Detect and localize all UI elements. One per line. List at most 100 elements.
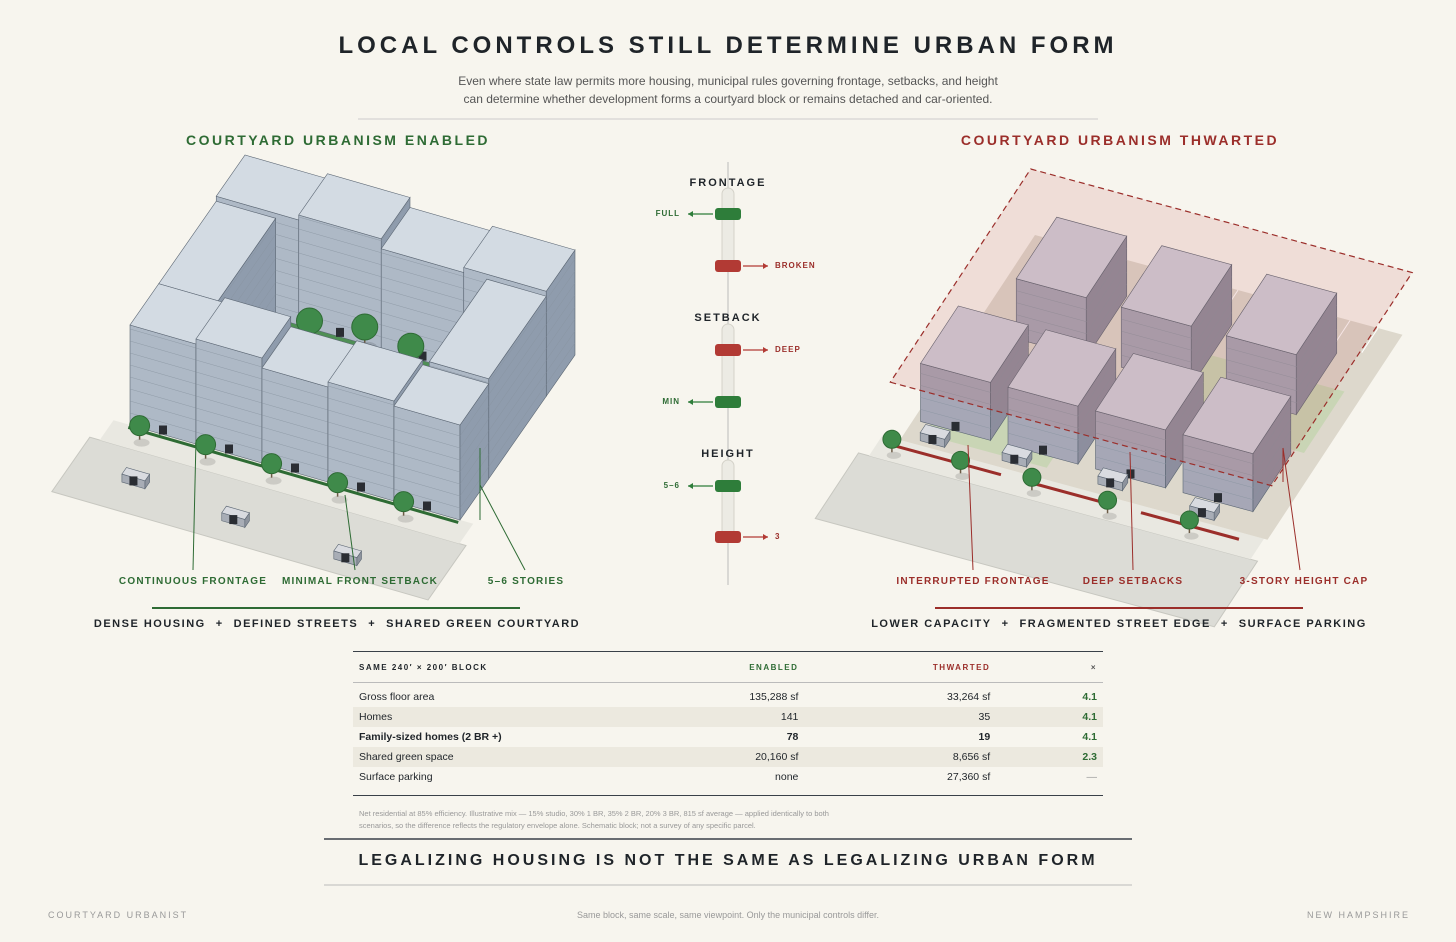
door: [357, 482, 365, 492]
control-knob: [715, 260, 741, 272]
door: [1214, 493, 1222, 503]
floor-line: [1226, 317, 1337, 379]
table-cell: Shared green space: [359, 751, 454, 763]
table-cell: 141: [780, 711, 799, 723]
thwarted-scene: [814, 168, 1414, 628]
note: scenarios, so the difference reflects th…: [359, 821, 756, 830]
separator: +: [1220, 618, 1229, 630]
callout-line: [344, 494, 356, 571]
building-roof: [1225, 273, 1338, 355]
footer-right: NEW HAMPSHIRE: [1306, 910, 1410, 920]
floor-line: [195, 325, 291, 368]
callout-line: [967, 444, 974, 571]
banner: LEGALIZING HOUSING IS NOT THE SAME AS LE…: [358, 852, 1098, 869]
table-cell: 33,264 sf: [947, 691, 991, 703]
control-label: FRONTAGE: [689, 177, 767, 189]
building-roof: [195, 297, 292, 359]
table-cell: 4.1: [1082, 691, 1097, 703]
comparison-table: SAME 240′ × 200′ BLOCK ENABLED THWARTED …: [353, 651, 1103, 796]
floor-line: [1007, 370, 1116, 429]
table-cell: 78: [786, 731, 799, 743]
control-knob: [715, 396, 741, 408]
building-roof: [393, 364, 490, 426]
building-roof: [1182, 376, 1292, 454]
callout: 3-STORY HEIGHT CAP: [1239, 576, 1369, 587]
door: [951, 421, 960, 431]
control-option: 5–6: [663, 481, 680, 490]
floor-line: [393, 454, 489, 497]
summary-item: SURFACE PARKING: [1238, 618, 1367, 630]
tree: [129, 415, 151, 437]
floor-line: [1095, 394, 1204, 453]
floor-line: [1007, 358, 1116, 417]
floor-line: [298, 199, 411, 241]
separator: +: [368, 618, 377, 630]
arrow-head: [688, 399, 693, 405]
door: [129, 476, 138, 486]
arrow-head: [763, 534, 768, 540]
floor-line: [393, 466, 489, 509]
table-row: Family-sized homes (2 BR +) 78 19 4.1: [353, 727, 1103, 747]
floor-line: [327, 363, 423, 406]
floor-line: [1182, 406, 1291, 464]
building-roof: [919, 424, 951, 440]
callout-line: [1282, 447, 1301, 571]
control-option: DEEP: [775, 345, 801, 354]
callout: MINIMAL FRONT SETBACK: [281, 576, 439, 587]
door: [336, 327, 344, 337]
floor-line: [920, 334, 1029, 393]
building-roof: [920, 305, 1029, 383]
tree: [882, 429, 902, 449]
control-track: [721, 323, 735, 405]
height-envelope: [889, 168, 1414, 487]
door: [225, 444, 233, 454]
table-cell: —: [1086, 771, 1098, 783]
building-roof: [428, 278, 547, 380]
table-row: Shared green space 20,160 sf 8,656 sf 2.3: [353, 747, 1103, 767]
door: [229, 515, 238, 525]
door: [423, 501, 431, 511]
control-label: HEIGHT: [701, 448, 755, 460]
section-heading: COURTYARD URBANISM THWARTED: [960, 132, 1280, 148]
tree-shadow: [1184, 532, 1199, 540]
table-row: Homes 141 35 4.1: [353, 707, 1103, 727]
building-roof: [1120, 245, 1233, 327]
callout-line: [479, 484, 526, 571]
floor-line: [1016, 260, 1127, 322]
tree: [1179, 510, 1199, 530]
arrow-head: [688, 211, 693, 217]
door: [1197, 508, 1206, 518]
table-cell: Surface parking: [359, 771, 433, 783]
floor-line: [429, 300, 547, 383]
floor-line: [393, 406, 489, 449]
control-option: 3: [775, 532, 781, 541]
control-track: [721, 459, 735, 541]
floor-line: [393, 394, 489, 437]
table-row: Gross floor area 135,288 sf 33,264 sf 4.1: [353, 687, 1103, 707]
separator: +: [215, 618, 224, 630]
building-roof: [1095, 353, 1204, 431]
table-cell: Homes: [359, 711, 393, 723]
building-roof: [1097, 467, 1129, 484]
tree-shadow: [886, 451, 902, 459]
building-roof: [1015, 216, 1128, 298]
street: [51, 436, 467, 601]
enabled-scene: [51, 154, 576, 601]
summary-item: FRAGMENTED STREET EDGE: [1019, 618, 1211, 630]
tree-shadow: [955, 472, 970, 480]
subtitle: Even where state law permits more housin…: [458, 74, 998, 88]
table-cell: none: [775, 771, 799, 783]
column-header: THWARTED: [932, 662, 991, 672]
tree-shadow: [397, 514, 414, 523]
controls: [688, 187, 768, 543]
tree: [327, 472, 349, 494]
column-header: SAME 240′ × 200′ BLOCK: [359, 662, 488, 672]
table-cell: 20,160 sf: [755, 751, 799, 763]
floor-line: [1121, 300, 1232, 363]
table-header: SAME 240′ × 200′ BLOCK ENABLED THWARTED …: [353, 652, 1103, 683]
callout: DEEP SETBACKS: [1082, 576, 1184, 587]
summary: LOWER CAPACITY + FRAGMENTED STREET EDGE …: [871, 618, 1367, 630]
floor-line: [393, 442, 489, 485]
